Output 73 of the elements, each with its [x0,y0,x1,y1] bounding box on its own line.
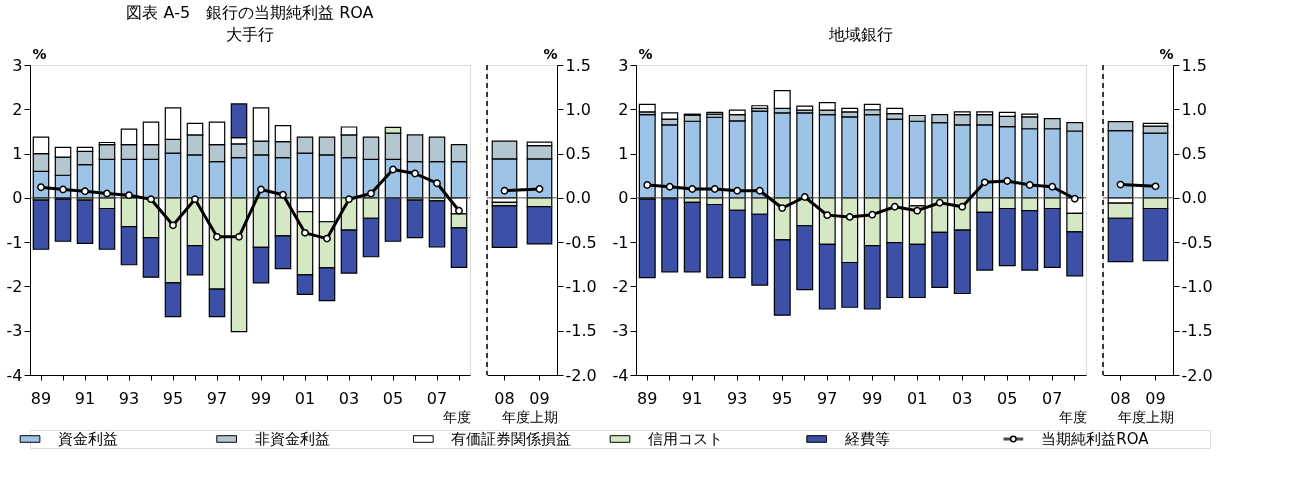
y2-tick-label: -0.5 [1181,232,1213,252]
x-tick-label: 93 [727,388,748,408]
x-tick-label: 95 [772,388,793,408]
x-tick-label: 05 [997,388,1018,408]
y-tick-label: -2 [612,276,629,296]
x-axis-title: 年度上期 [1117,408,1174,425]
x-tick-label: 93 [118,388,140,408]
y-tick-label: -1 [612,232,629,252]
chart-subtitle: 地域銀行 [828,25,893,44]
x-tick-label: 89 [30,388,52,408]
legend-label: 非資金利益 [254,430,330,448]
y-tick-label: 3 [12,55,23,75]
x-tick-label: 91 [682,388,703,408]
x-tick-label: 01 [907,388,928,408]
x-tick-label: 09 [1145,388,1166,408]
y-tick-label: -2 [6,276,23,296]
x-axis-title: 年度 [442,408,471,425]
y2-tick-label: 0.0 [1181,188,1207,208]
x-tick-label: 97 [206,388,228,408]
y2-tick-label: 0.5 [1181,144,1207,164]
x-tick-label: 99 [250,388,272,408]
y-tick-label: -1 [6,232,23,252]
x-tick-label: 03 [338,388,360,408]
x-tick-label: 95 [162,388,184,408]
y-tick-label: -3 [612,321,629,341]
y2-tick-label: -1.0 [565,276,597,296]
y-tick-label: 2 [12,99,23,119]
y2-tick-label: 1.0 [1181,99,1207,119]
y-tick-label: -4 [6,365,23,385]
x-tick-label: 08 [1110,388,1131,408]
y-tick-label: 1 [12,144,23,164]
y2-axis-title: % [1159,45,1174,62]
x-tick-label: 89 [637,388,658,408]
legend-label: 資金利益 [58,430,118,448]
legend-label: 当期純利益ROA [1041,430,1150,448]
legend-label: 経費等 [843,430,890,448]
x-tick-label: 09 [529,388,550,408]
y2-tick-label: -1.5 [1181,321,1213,341]
y-tick-label: -3 [6,321,23,341]
y-tick-label: 0 [12,188,23,208]
x-tick-label: 97 [817,388,838,408]
y-axis-title: % [32,45,47,62]
y2-tick-label: 1.5 [565,55,591,75]
legend-label: 有価証券関係損益 [451,430,572,448]
x-tick-label: 07 [426,388,448,408]
x-tick-label: 08 [494,388,515,408]
y2-axis-title: % [543,45,558,62]
x-tick-label: 91 [74,388,96,408]
x-axis-title: 年度 [1058,408,1087,425]
x-tick-label: 99 [862,388,883,408]
y-axis-title: % [638,45,653,62]
y2-tick-label: -1.5 [565,321,597,341]
y2-tick-label: -2.0 [565,365,597,385]
x-tick-label: 05 [382,388,404,408]
y-tick-label: -4 [612,365,629,385]
x-tick-label: 03 [952,388,973,408]
x-axis-title: 年度上期 [501,408,558,425]
y2-tick-label: -0.5 [565,232,597,252]
y2-tick-label: 1.0 [565,99,591,119]
y-tick-label: 0 [618,188,629,208]
y-tick-label: 2 [618,99,629,119]
chart-subtitle: 大手行 [226,25,274,44]
y2-tick-label: -1.0 [1181,276,1213,296]
y2-tick-label: 0.5 [565,144,591,164]
legend-label: 信用コスト [648,430,723,448]
y-tick-label: 1 [618,144,629,164]
x-tick-label: 07 [1042,388,1063,408]
y2-tick-label: 0.0 [565,188,591,208]
y-tick-label: 3 [618,55,629,75]
x-tick-label: 01 [294,388,316,408]
chart-title: 図表 A-5 銀行の当期純利益 ROA [126,3,374,22]
y2-tick-label: 1.5 [1181,55,1207,75]
y2-tick-label: -2.0 [1181,365,1213,385]
